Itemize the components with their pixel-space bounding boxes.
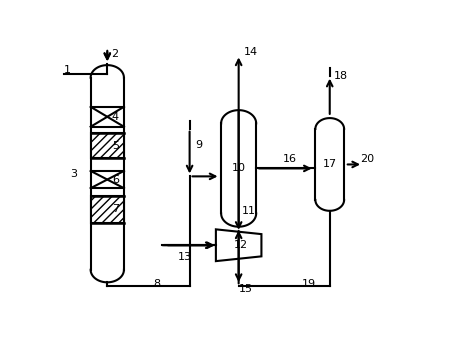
Text: 1: 1 bbox=[63, 65, 70, 75]
Text: 12: 12 bbox=[233, 240, 247, 250]
Polygon shape bbox=[221, 213, 256, 227]
Polygon shape bbox=[91, 65, 124, 78]
Polygon shape bbox=[91, 270, 124, 282]
Text: 16: 16 bbox=[282, 154, 296, 164]
Bar bbox=[221, 123, 256, 213]
Polygon shape bbox=[315, 118, 343, 129]
Text: 20: 20 bbox=[359, 154, 373, 164]
Bar bbox=[91, 196, 124, 223]
Text: 2: 2 bbox=[110, 49, 118, 59]
Text: 19: 19 bbox=[301, 279, 315, 289]
Text: 14: 14 bbox=[244, 47, 258, 57]
Text: 18: 18 bbox=[333, 71, 347, 81]
Bar bbox=[91, 133, 124, 159]
Polygon shape bbox=[216, 229, 261, 261]
Text: 13: 13 bbox=[177, 252, 191, 262]
Text: 7: 7 bbox=[111, 204, 119, 214]
Bar bbox=[315, 129, 343, 200]
Polygon shape bbox=[315, 200, 343, 211]
Polygon shape bbox=[221, 110, 256, 123]
Text: 5: 5 bbox=[111, 141, 119, 151]
Bar bbox=[91, 78, 124, 270]
Text: 6: 6 bbox=[111, 174, 119, 184]
Text: 3: 3 bbox=[70, 169, 77, 179]
Text: 4: 4 bbox=[111, 112, 119, 122]
Text: 15: 15 bbox=[238, 284, 252, 294]
Text: 8: 8 bbox=[152, 279, 160, 289]
Text: 17: 17 bbox=[322, 160, 336, 170]
Text: 10: 10 bbox=[231, 163, 245, 173]
Text: 9: 9 bbox=[194, 140, 202, 150]
Text: 11: 11 bbox=[242, 206, 256, 216]
